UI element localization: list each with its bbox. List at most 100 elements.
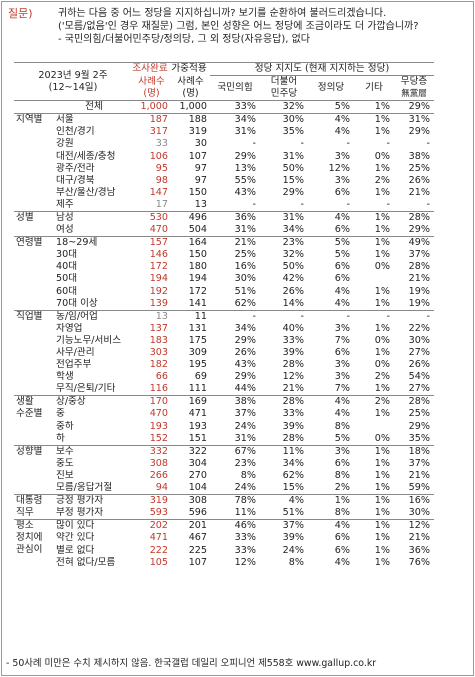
pct-nonpartisan: 29%: [408, 224, 430, 236]
header-weighted-cell: 사례수 (명): [171, 76, 210, 101]
sample-n: 194: [149, 273, 168, 285]
pct-dpk: 50%: [282, 162, 304, 174]
pct-dpk: 26%: [282, 285, 304, 297]
table-row: 직업별 농/임/어업 13 11- - - - -: [14, 309, 434, 323]
pct-dpk: 37%: [260, 519, 308, 533]
sample-n: 170: [132, 395, 171, 409]
pct-justice: 5%: [334, 432, 350, 444]
group-label: [14, 126, 56, 138]
weighted-n: 308: [171, 494, 210, 508]
pct-ppp: 34%: [234, 322, 256, 334]
table-row: 무직/은퇴/기타 116 111 44% 21% 7% 1% 27%: [14, 383, 434, 396]
pct-justice: 3%: [334, 174, 350, 186]
total-row: 전체 1,000 1,000 33% 32% 5% 1% 29%: [14, 100, 434, 114]
sample-n: 593: [149, 507, 168, 519]
sample-n: 33: [155, 138, 168, 150]
pct-justice: 8%: [334, 469, 350, 481]
sample-n: 317: [149, 126, 168, 138]
weighted-n: 180: [188, 261, 207, 273]
sample-n: 13: [132, 309, 171, 323]
pct-dpk: 15%: [282, 174, 304, 186]
weighted-n: 1,000: [171, 100, 210, 114]
row-label: 전체: [56, 100, 132, 114]
pct-nonpartisan: 54%: [408, 371, 430, 383]
pct-justice: 8%: [334, 420, 350, 432]
pct-nonpartisan: 16%: [394, 494, 434, 508]
weighted-n: 172: [188, 285, 207, 297]
row-label: 대전/세종/충청: [56, 150, 116, 162]
pct-justice: 6%: [334, 457, 350, 469]
row-label: 광주/전라: [56, 162, 95, 174]
pct-justice: -: [308, 309, 354, 323]
pct-ppp: 24%: [234, 420, 256, 432]
pct-ppp: 30%: [234, 273, 256, 285]
pct-dpk: 12%: [282, 371, 304, 383]
row-label: 상/중상: [56, 395, 132, 409]
pct-other: 1%: [374, 224, 390, 236]
header-party-dpk-cell: 더불어 민주당: [260, 76, 308, 101]
pct-justice: -: [346, 198, 350, 210]
sample-n: 187: [132, 113, 171, 127]
group-label: [14, 482, 56, 495]
pct-other: 1%: [374, 457, 390, 469]
sample-n: 530: [132, 210, 171, 225]
pct-justice: 6%: [334, 273, 350, 285]
weighted-n: 111: [188, 383, 207, 395]
header-nonpartisan-2: 無黨層: [401, 89, 427, 100]
group-label: [14, 175, 56, 187]
weighted-n: 151: [188, 432, 207, 444]
pct-other: 1%: [374, 347, 390, 359]
group-label: 수준별: [16, 408, 43, 420]
weighted-n: 504: [188, 224, 207, 236]
group-label: [14, 187, 56, 199]
weighted-n: 97: [194, 174, 207, 186]
pct-ppp: 16%: [234, 261, 256, 273]
sample-n: 202: [132, 519, 171, 533]
sample-n: 147: [149, 186, 168, 198]
table-row: 40대 172 180 16% 50% 6% 0% 28%: [14, 261, 434, 273]
sample-n: 116: [149, 383, 168, 395]
pct-nonpartisan: 28%: [394, 210, 434, 225]
row-label: 긍정 평가자: [56, 494, 132, 508]
pct-other: 1%: [354, 113, 394, 127]
pct-other: 0%: [374, 432, 390, 444]
pct-justice: 6%: [334, 261, 350, 273]
question-line-3: - 국민의힘/더불어민주당/정의당, 그 외 정당(자유응답), 없다: [58, 34, 311, 45]
pct-ppp: 26%: [234, 347, 256, 359]
row-label: 전혀 없다/모름: [56, 556, 116, 568]
pct-justice: 5%: [308, 236, 354, 250]
pct-nonpartisan: 29%: [408, 126, 430, 138]
pct-ppp: 8%: [240, 469, 256, 481]
pct-dpk: 15%: [282, 482, 304, 494]
pct-other: 1%: [354, 519, 394, 533]
table-row: 중하 193 193 24% 39% 8% 29%: [14, 421, 434, 433]
table-row: 70대 이상 139 141 62% 14% 4% 1% 19%: [14, 298, 434, 311]
pct-dpk: 11%: [260, 444, 308, 458]
table-row: 성별 남성 530 496 36% 31% 4% 1% 28%: [14, 210, 434, 225]
weighted-n: 141: [188, 297, 207, 309]
question-line-2: ('모름/없음'인 경우 재질문) 그럼, 본인 성향은 어느 정당에 조금이라…: [58, 21, 419, 32]
pct-nonpartisan: 28%: [394, 395, 434, 409]
pct-dpk: 39%: [282, 420, 304, 432]
sample-n: 319: [132, 494, 171, 508]
header-party-dpk-2: 민주당: [270, 88, 298, 100]
group-label: 정치에: [16, 532, 43, 544]
weighted-n: 175: [188, 334, 207, 346]
group-label: 지역별: [14, 113, 56, 127]
sample-n: 17: [155, 198, 168, 210]
pct-ppp: 23%: [234, 457, 256, 469]
group-label: 직무: [16, 507, 34, 519]
table-row: 전혀 없다/모름 105 107 12% 8% 4% 1% 76%: [14, 557, 434, 569]
pct-justice: 3%: [334, 371, 350, 383]
pct-justice: 5%: [334, 249, 350, 261]
table-row: 50대 194 194 30% 42% 6% 21%: [14, 273, 434, 285]
pct-dpk: 33%: [282, 334, 304, 346]
pct-ppp: 24%: [234, 482, 256, 494]
pct-other: 2%: [374, 371, 390, 383]
table-row: 대통령 긍정 평가자 319 308 78% 4% 1% 1% 16%: [14, 494, 434, 508]
results-body: 전체 1,000 1,000 33% 32% 5% 1% 29% 지역별 서울 187 188 34% 3…: [14, 100, 434, 569]
sample-n: 157: [132, 236, 171, 250]
pct-nonpartisan: 21%: [408, 469, 430, 481]
pct-ppp: 33%: [234, 532, 256, 544]
table-row: 성향별 보수 332 322 67% 11% 3% 1% 18%: [14, 444, 434, 458]
